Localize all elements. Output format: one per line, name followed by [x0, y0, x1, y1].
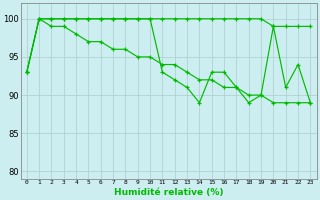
X-axis label: Humidité relative (%): Humidité relative (%) [114, 188, 223, 197]
